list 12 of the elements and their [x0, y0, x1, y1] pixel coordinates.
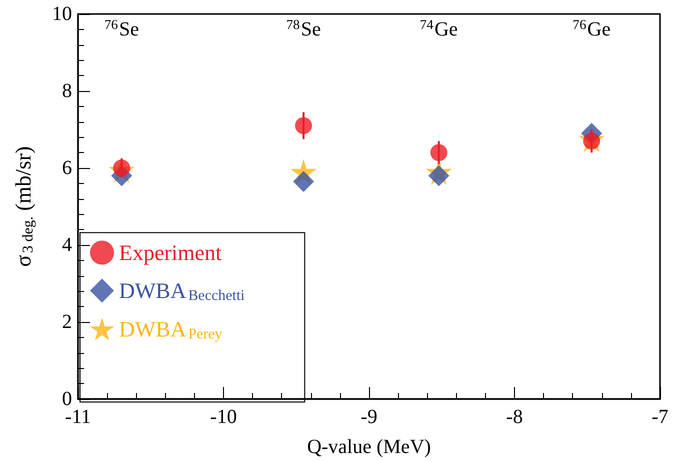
x-tick-label: -9: [360, 406, 378, 428]
y-tick-label: 8: [62, 80, 72, 102]
x-tick-label: -7: [652, 406, 668, 428]
y-tick-label: 6: [62, 157, 72, 179]
y-tick-label: 2: [62, 311, 72, 333]
y-tick-label: 4: [62, 234, 72, 256]
x-tick-label: -10: [210, 406, 237, 428]
x-tick-label: -8: [506, 406, 523, 428]
x-axis-title: Q-value (MeV): [307, 436, 431, 458]
y-tick-label: 10: [52, 3, 72, 25]
legend-label: Experiment: [119, 240, 222, 266]
y-axis-title: σ3 deg. (mb/sr): [10, 146, 36, 267]
